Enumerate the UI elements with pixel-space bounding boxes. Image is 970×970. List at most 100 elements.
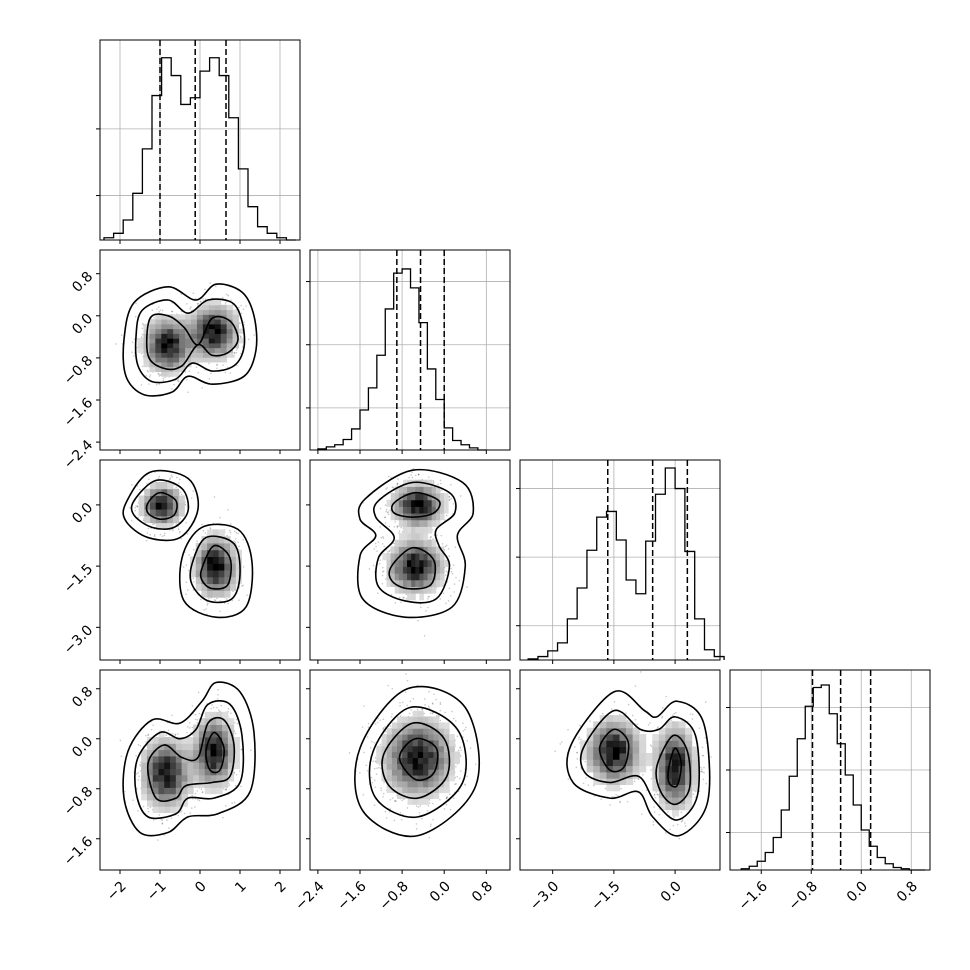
scatter-point <box>396 482 399 485</box>
density-cell <box>427 513 433 521</box>
scatter-point <box>146 532 149 534</box>
density-cell <box>149 361 156 368</box>
scatter-point <box>242 539 244 541</box>
density-cell <box>226 323 234 330</box>
scatter-point <box>382 570 385 573</box>
density-cell <box>439 499 445 507</box>
hist-panel-2 <box>516 459 725 664</box>
scatter-point <box>197 691 200 694</box>
scatter-point <box>209 528 212 530</box>
density-cell <box>208 300 216 306</box>
scatter-point <box>148 375 151 378</box>
scatter-point <box>194 297 197 300</box>
scatter-point <box>242 566 245 568</box>
scatter-point <box>428 595 431 598</box>
scatter-point <box>235 351 238 354</box>
scatter-point <box>147 527 150 530</box>
density-cell <box>167 319 174 325</box>
scatter-point <box>189 307 191 310</box>
density-cell <box>212 536 220 544</box>
scatter-point <box>201 523 203 526</box>
density-cell <box>390 506 396 514</box>
histogram-step-2 <box>527 467 725 660</box>
scatter-point <box>233 540 235 543</box>
density-cell <box>435 513 441 521</box>
scatter-point <box>146 369 149 372</box>
density-cell <box>208 357 216 363</box>
scatter-point <box>448 496 451 498</box>
density-cell <box>411 486 416 494</box>
scatter-point <box>453 583 456 585</box>
panel-frame <box>309 249 511 451</box>
density-cell <box>149 338 156 344</box>
scatter-point <box>149 374 152 376</box>
density-cell <box>172 488 180 497</box>
scatter-point <box>173 383 175 386</box>
density-cell <box>230 570 237 578</box>
scatter-point <box>394 521 396 523</box>
density-cell <box>208 323 216 330</box>
density-cell <box>196 314 204 320</box>
scatter-point <box>427 596 429 598</box>
density-cell <box>407 579 412 587</box>
scatter-point <box>405 593 408 596</box>
density-cell <box>444 493 449 501</box>
scatter-point <box>194 792 197 795</box>
density-cell <box>149 342 156 349</box>
density-cell <box>386 559 392 567</box>
density-cell <box>155 361 162 368</box>
density-cell <box>212 542 220 551</box>
scatter-point <box>191 705 194 707</box>
density-cell <box>161 352 168 358</box>
scatter-point <box>179 517 182 520</box>
density-cell <box>398 486 404 494</box>
scatter-point <box>209 282 211 284</box>
density-cell <box>207 549 214 557</box>
density-cell <box>212 590 220 598</box>
scatter-point <box>229 531 232 534</box>
density-cell <box>407 533 412 541</box>
density-cell <box>179 319 186 325</box>
density-cell <box>386 566 392 574</box>
density-cell <box>179 333 186 339</box>
density-cell <box>161 328 168 334</box>
scatter-point <box>185 522 187 524</box>
scatter-point <box>130 519 133 522</box>
density-cell <box>220 333 228 339</box>
scatter-point <box>209 527 211 529</box>
density-cell <box>394 586 400 594</box>
density-cell <box>214 338 222 344</box>
density-cell <box>398 493 404 501</box>
density-cell <box>155 323 162 330</box>
scatter-point <box>214 599 217 602</box>
scatter-point <box>379 559 382 561</box>
scatter-point <box>183 812 186 815</box>
scatter-point <box>140 352 143 355</box>
scatter-point <box>169 477 172 479</box>
density-cell <box>411 533 416 541</box>
scatter-point <box>145 539 148 542</box>
density-cell <box>167 338 174 344</box>
density-cell <box>161 522 168 530</box>
density-cell <box>185 342 192 349</box>
panel-content <box>115 282 258 397</box>
density-cell <box>402 553 408 561</box>
density-cell <box>411 479 416 487</box>
density-cell <box>394 539 400 547</box>
density-cell <box>195 563 202 571</box>
density-cell <box>415 546 420 554</box>
density-cell <box>167 357 174 363</box>
scatter-point <box>387 511 390 513</box>
scatter-point <box>227 602 230 605</box>
scatter-point <box>225 293 228 296</box>
density-cell <box>390 493 396 501</box>
scatter-point <box>188 569 190 572</box>
density-cell <box>212 576 220 585</box>
density-cell <box>431 539 437 547</box>
scatter-point <box>397 525 399 528</box>
density-cell <box>398 553 404 561</box>
density-cell <box>411 519 416 527</box>
density-cell <box>398 579 404 587</box>
density-cell <box>179 366 186 372</box>
scatter-point <box>153 522 156 525</box>
